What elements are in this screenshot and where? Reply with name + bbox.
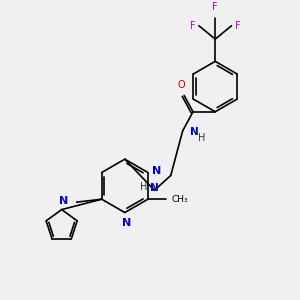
Text: CH₃: CH₃ xyxy=(171,195,188,204)
Text: F: F xyxy=(212,2,218,12)
Text: O: O xyxy=(177,80,185,89)
Text: H: H xyxy=(198,133,206,142)
Text: N: N xyxy=(150,183,159,193)
Text: N: N xyxy=(122,218,131,229)
Text: N: N xyxy=(152,166,162,176)
Text: N: N xyxy=(59,196,68,206)
Text: F: F xyxy=(235,21,241,31)
Text: H: H xyxy=(140,182,148,192)
Text: F: F xyxy=(190,21,195,31)
Text: N: N xyxy=(190,128,199,137)
